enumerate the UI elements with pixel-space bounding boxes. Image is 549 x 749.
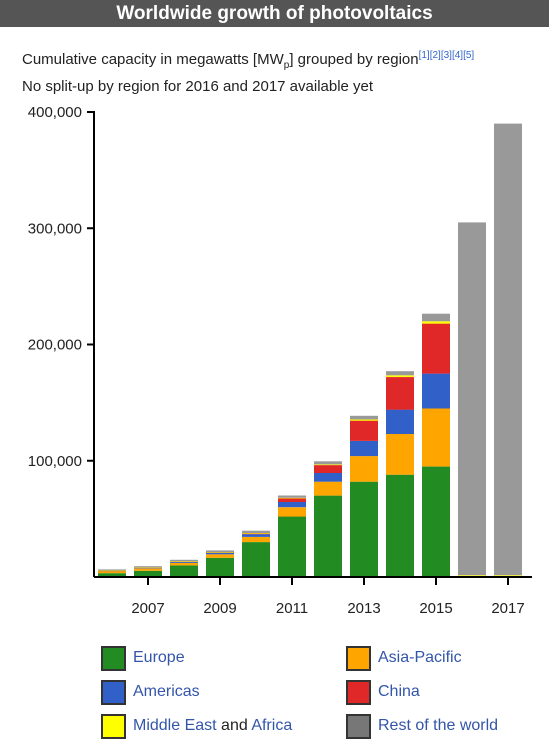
y-tick-label-300000: 300,000: [28, 220, 82, 237]
chart-subtitle: Cumulative capacity in megawatts [MWp] g…: [22, 45, 474, 97]
bar-segment-2017-rest-of-the-world: [494, 123, 522, 576]
legend-swatch-americas: [101, 679, 126, 705]
y-tick-label-100000: 100,000: [28, 453, 82, 470]
bar-segment-2006-rest-of-the-world: [98, 569, 126, 571]
reference-link-2[interactable]: [2]: [429, 50, 441, 61]
bar-segment-2010-asia-pacific: [242, 536, 270, 543]
bar-segment-2008-rest-of-the-world: [170, 559, 198, 562]
bar-segment-2013-middle-east-and-africa: [350, 419, 378, 421]
x-tick-label-2011: 2011: [276, 600, 308, 617]
bar-segment-2016-rest-of-the-world: [458, 222, 486, 576]
bar-segment-2007-rest-of-the-world: [134, 566, 162, 568]
legend-label-americas[interactable]: Americas: [133, 683, 200, 700]
legend-swatch-china: [346, 679, 371, 705]
subtitle-line-2: No split-up by region for 2016 and 2017 …: [22, 78, 374, 95]
legend-label-china[interactable]: China: [378, 683, 420, 700]
bar-segment-2015-asia-pacific: [422, 408, 450, 467]
bar-segment-2010-china: [242, 533, 270, 535]
bar-segment-2014-americas: [386, 409, 414, 434]
legend-swatch-asia-pacific: [346, 645, 371, 671]
stacked-bar-chart: 100,000 200,000 300,000 400,000 2007 2009 2011…: [28, 104, 532, 617]
bar-segment-2012-rest-of-the-world: [314, 461, 342, 465]
legend-swatch-rest-of-world: [346, 713, 371, 739]
legend-label-middle-east-africa: Middle East and Africa: [133, 717, 292, 735]
bar-segment-2014-middle-east-and-africa: [386, 375, 414, 377]
bar-segment-2014-rest-of-the-world: [386, 371, 414, 376]
bar-segment-2011-europe: [278, 516, 306, 577]
reference-link-3[interactable]: [3]: [440, 50, 452, 61]
bar-segment-2015-china: [422, 323, 450, 374]
bar-segment-2011-asia-pacific: [278, 507, 306, 517]
bar-segment-2015-middle-east-and-africa: [422, 321, 450, 324]
reference-link-5[interactable]: [5]: [463, 50, 475, 61]
bar-segment-2014-asia-pacific: [386, 434, 414, 475]
bar-segment-2008-americas: [170, 561, 198, 563]
legend-link-africa[interactable]: Africa: [251, 717, 293, 734]
bar-segment-2013-china: [350, 420, 378, 441]
subtitle-line-1: Cumulative capacity in megawatts [MWp] g…: [22, 50, 475, 71]
legend-swatch-middle-east-africa: [101, 713, 126, 739]
bar-segment-2012-americas: [314, 473, 342, 482]
bar-segment-2011-rest-of-the-world: [278, 495, 306, 498]
bar-segment-2007-middle-east-and-africa: [134, 567, 162, 569]
legend-item-asia-pacific: Asia-Pacific: [346, 644, 462, 672]
reference-links: [1][2][3][4][5]: [419, 50, 475, 61]
bar-segment-2013-europe: [350, 481, 378, 577]
y-tick-label-200000: 200,000: [28, 337, 82, 354]
bar-segment-2008-asia-pacific: [170, 562, 198, 566]
bar-segment-2008-middle-east-and-africa: [170, 561, 198, 562]
bar-segment-2011-middle-east-and-africa: [278, 497, 306, 499]
legend-item-middle-east-africa: Middle East and Africa: [101, 712, 292, 740]
legend-item-americas: Americas: [101, 678, 200, 706]
x-tick-label-2013: 2013: [347, 600, 380, 617]
bar-segment-2013-asia-pacific: [350, 456, 378, 482]
bar-segment-2011-americas: [278, 502, 306, 508]
bar-segment-2010-americas: [242, 534, 270, 537]
bar-segment-2015-americas: [422, 373, 450, 409]
x-tick-label-2007: 2007: [131, 600, 164, 617]
x-tick-label-2017: 2017: [491, 600, 524, 617]
x-tick-label-2015: 2015: [419, 600, 452, 617]
bar-segment-2012-europe: [314, 495, 342, 577]
bar-segment-2006-middle-east-and-africa: [98, 570, 126, 572]
legend-and-text: and: [221, 717, 248, 734]
bar-segment-2012-china: [314, 465, 342, 473]
legend-item-china: China: [346, 678, 420, 706]
bar-segment-2009-europe: [206, 557, 234, 577]
legend-label-europe[interactable]: Europe: [133, 649, 185, 666]
bar-segment-2015-rest-of-the-world: [422, 313, 450, 322]
x-tick-label-2009: 2009: [203, 600, 236, 617]
bar-segment-2010-rest-of-the-world: [242, 530, 270, 533]
y-tick-label-400000: 400,000: [28, 104, 82, 121]
bar-segment-2007-asia-pacific: [134, 568, 162, 571]
bar-segment-2013-rest-of-the-world: [350, 415, 378, 420]
reference-link-1[interactable]: [1]: [418, 50, 430, 61]
legend-link-middle-east[interactable]: Middle East: [133, 717, 217, 734]
bar-segment-2009-rest-of-the-world: [206, 550, 234, 553]
legend-label-rest-of-world[interactable]: Rest of the world: [378, 717, 499, 734]
legend-label-asia-pacific[interactable]: Asia-Pacific: [378, 649, 462, 666]
reference-link-4[interactable]: [4]: [451, 50, 464, 61]
bar-segment-2007-europe: [134, 570, 162, 577]
legend-item-europe: Europe: [101, 644, 185, 672]
bar-segment-2010-middle-east-and-africa: [242, 533, 270, 534]
bar-segment-2009-asia-pacific: [206, 554, 234, 558]
bar-segment-2008-europe: [170, 565, 198, 577]
bar-segment-2011-china: [278, 498, 306, 502]
legend-swatch-europe: [101, 645, 126, 671]
bar-segment-2006-europe: [98, 573, 126, 577]
bar-segment-2012-middle-east-and-africa: [314, 464, 342, 466]
bar-segment-2010-europe: [242, 542, 270, 577]
bar-segment-2013-americas: [350, 441, 378, 457]
bar-segment-2009-middle-east-and-africa: [206, 552, 234, 553]
bar-segment-2009-americas: [206, 552, 234, 555]
bar-segment-2014-europe: [386, 474, 414, 577]
legend-item-rest-of-world: Rest of the world: [346, 712, 498, 740]
bar-segment-2012-asia-pacific: [314, 481, 342, 496]
bar-segment-2015-europe: [422, 466, 450, 577]
bar-segment-2014-china: [386, 377, 414, 410]
bar-segment-2006-asia-pacific: [98, 571, 126, 574]
chart-title: Worldwide growth of photovoltaics: [0, 0, 549, 27]
